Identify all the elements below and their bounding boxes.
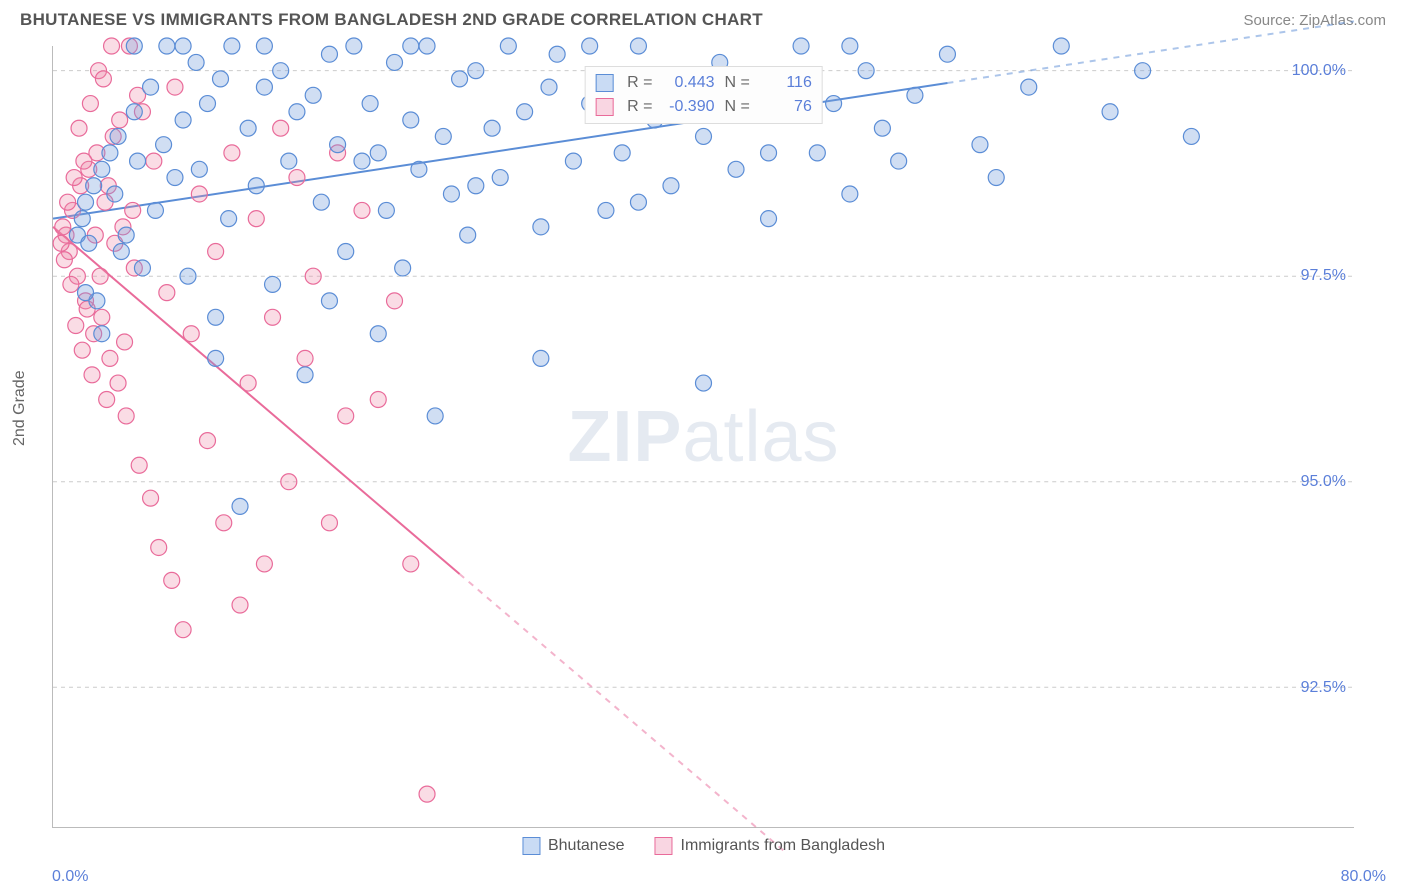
legend-item-series-b: Immigrants from Bangladesh [654, 837, 885, 855]
n-value-a: 116 [760, 71, 812, 95]
r-value-a: 0.443 [663, 71, 715, 95]
r-label: R = [627, 95, 652, 119]
swatch-series-b [595, 98, 613, 116]
r-value-b: -0.390 [663, 95, 715, 119]
r-label: R = [627, 71, 652, 95]
legend-row-series-b: R = -0.390 N = 76 [595, 95, 812, 119]
y-axis-title: 2nd Grade [11, 370, 29, 446]
chart-area: ZIPatlas R = 0.443 N = 116 R = -0.390 N … [52, 46, 1354, 828]
y-tick-label: 97.5% [1301, 267, 1346, 285]
swatch-series-a [522, 837, 540, 855]
n-label: N = [725, 95, 750, 119]
x-tick-max: 80.0% [1341, 868, 1386, 886]
series-b-name: Immigrants from Bangladesh [680, 837, 885, 855]
swatch-series-b [654, 837, 672, 855]
y-tick-label: 95.0% [1301, 473, 1346, 491]
source-label: Source: ZipAtlas.com [1243, 12, 1386, 29]
legend-row-series-a: R = 0.443 N = 116 [595, 71, 812, 95]
correlation-legend: R = 0.443 N = 116 R = -0.390 N = 76 [584, 66, 823, 124]
y-tick-label: 100.0% [1292, 62, 1346, 80]
x-tick-min: 0.0% [52, 868, 88, 886]
y-tick-label: 92.5% [1301, 679, 1346, 697]
scatter-plot [53, 46, 1354, 827]
swatch-series-a [595, 74, 613, 92]
n-label: N = [725, 71, 750, 95]
series-a-name: Bhutanese [548, 837, 625, 855]
legend-item-series-a: Bhutanese [522, 837, 625, 855]
n-value-b: 76 [760, 95, 812, 119]
chart-title: BHUTANESE VS IMMIGRANTS FROM BANGLADESH … [20, 10, 763, 30]
series-legend: Bhutanese Immigrants from Bangladesh [522, 837, 885, 855]
